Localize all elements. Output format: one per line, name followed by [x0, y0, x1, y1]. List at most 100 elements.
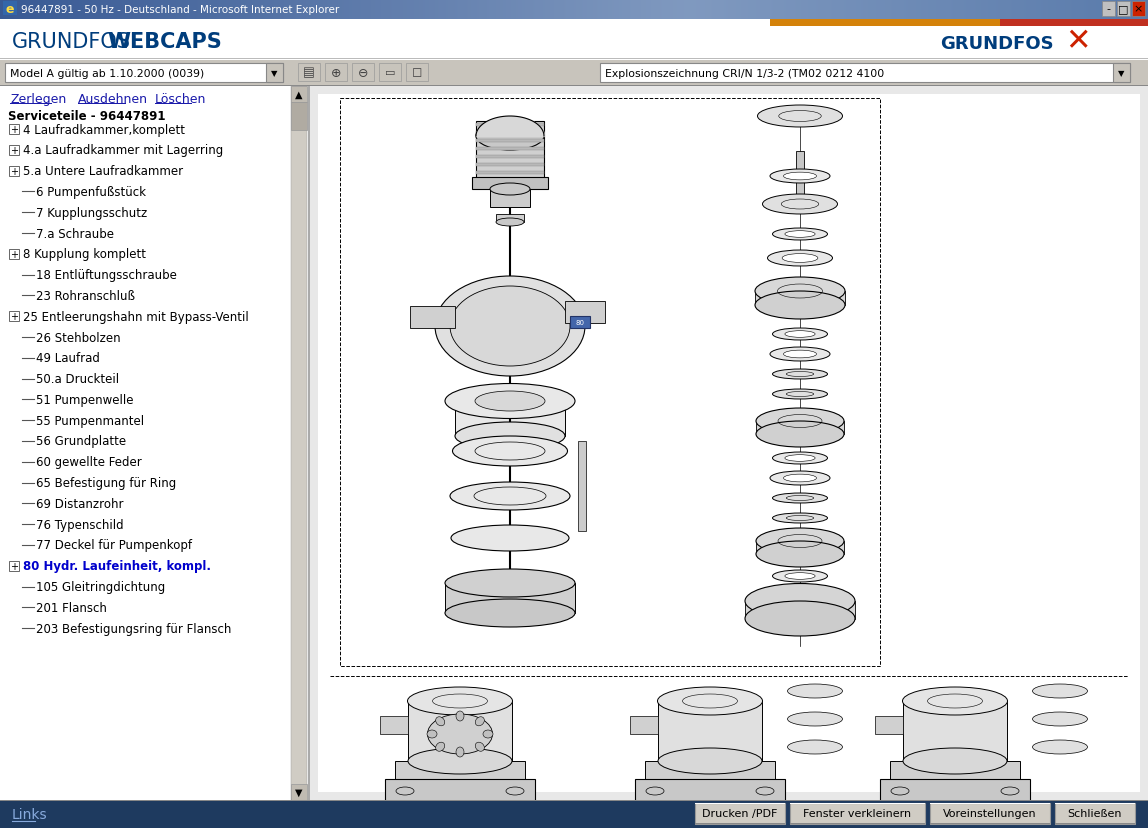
Bar: [695, 803, 785, 824]
Bar: [1055, 823, 1135, 824]
Ellipse shape: [768, 251, 832, 267]
Ellipse shape: [770, 170, 830, 184]
Text: Zerlegen: Zerlegen: [10, 93, 67, 105]
Text: ◻: ◻: [412, 66, 422, 79]
Bar: [410, 306, 455, 329]
Ellipse shape: [757, 542, 844, 567]
Bar: [0, 20, 1148, 60]
Ellipse shape: [755, 291, 845, 320]
Text: ✕: ✕: [1065, 27, 1091, 56]
Ellipse shape: [1032, 712, 1087, 726]
Text: Fenster verkleinern: Fenster verkleinern: [804, 808, 912, 819]
Ellipse shape: [770, 348, 830, 362]
Ellipse shape: [902, 687, 1008, 715]
Text: 60 gewellte Feder: 60 gewellte Feder: [36, 455, 141, 469]
Ellipse shape: [450, 286, 571, 367]
Bar: [408, 701, 512, 761]
Bar: [796, 152, 804, 197]
Text: 80 Hydr. Laufeinheit, kompl.: 80 Hydr. Laufeinheit, kompl.: [23, 560, 211, 573]
Text: e: e: [6, 2, 14, 16]
Ellipse shape: [452, 436, 567, 466]
Ellipse shape: [773, 389, 828, 400]
Ellipse shape: [455, 422, 565, 450]
Text: 49 Laufrad: 49 Laufrad: [36, 352, 100, 365]
Bar: [1114, 64, 1130, 83]
Text: 203 Befestigungsring für Flansch: 203 Befestigungsring für Flansch: [36, 622, 232, 635]
Bar: [290, 87, 307, 103]
Bar: [695, 803, 785, 804]
Ellipse shape: [475, 743, 484, 751]
Bar: [757, 421, 844, 435]
Ellipse shape: [456, 711, 464, 721]
Text: 25 Entleerungshahn mit Bypass-Ventil: 25 Entleerungshahn mit Bypass-Ventil: [23, 310, 249, 323]
Text: ▼: ▼: [271, 69, 278, 78]
Text: 26 Stehbolzen: 26 Stehbolzen: [36, 331, 121, 344]
Ellipse shape: [658, 748, 762, 774]
Text: Drucken /PDF: Drucken /PDF: [703, 808, 777, 819]
Bar: [496, 214, 523, 223]
Bar: [310, 87, 1148, 800]
Ellipse shape: [770, 471, 830, 485]
Bar: [1102, 2, 1115, 17]
Bar: [600, 64, 1130, 83]
Text: 105 Gleitringdichtung: 105 Gleitringdichtung: [36, 580, 165, 594]
Text: +: +: [10, 561, 18, 571]
Bar: [790, 803, 925, 804]
Bar: [1000, 20, 1148, 27]
Bar: [9, 312, 20, 322]
Bar: [930, 823, 1050, 824]
Ellipse shape: [788, 740, 843, 754]
Text: 8 Kupplung komplett: 8 Kupplung komplett: [23, 248, 146, 261]
Bar: [490, 190, 530, 208]
Ellipse shape: [496, 219, 523, 227]
Ellipse shape: [1032, 684, 1087, 698]
Ellipse shape: [757, 408, 844, 435]
Ellipse shape: [445, 599, 575, 628]
Bar: [290, 784, 307, 800]
Ellipse shape: [658, 687, 762, 715]
Text: +: +: [10, 312, 18, 322]
Bar: [9, 561, 20, 571]
Bar: [476, 140, 544, 142]
Bar: [930, 803, 1050, 824]
Text: 7 Kupplungsschutz: 7 Kupplungsschutz: [36, 206, 147, 219]
Ellipse shape: [785, 573, 815, 580]
Ellipse shape: [408, 687, 512, 715]
Bar: [658, 701, 762, 761]
Ellipse shape: [445, 384, 575, 419]
Text: ▤: ▤: [303, 66, 315, 79]
Ellipse shape: [436, 717, 444, 726]
Ellipse shape: [773, 229, 828, 241]
Ellipse shape: [456, 747, 464, 757]
Ellipse shape: [745, 584, 855, 619]
Bar: [0, 800, 1148, 801]
Ellipse shape: [773, 452, 828, 465]
Bar: [379, 64, 401, 82]
Text: ⊖: ⊖: [358, 66, 369, 79]
Ellipse shape: [773, 329, 828, 340]
Bar: [472, 178, 548, 190]
Text: WEBCAPS: WEBCAPS: [107, 32, 222, 52]
Text: 69 Distanzrohr: 69 Distanzrohr: [36, 498, 124, 510]
Bar: [352, 64, 374, 82]
Bar: [755, 291, 845, 306]
Bar: [3, 2, 17, 16]
Bar: [445, 583, 575, 614]
Ellipse shape: [436, 743, 444, 751]
Text: 7.a Schraube: 7.a Schraube: [36, 227, 114, 240]
Text: Links: Links: [11, 807, 47, 821]
Text: ▲: ▲: [295, 90, 303, 100]
Text: Serviceteile - 96447891: Serviceteile - 96447891: [8, 109, 165, 123]
Bar: [757, 542, 844, 554]
Text: 76 Typenschild: 76 Typenschild: [36, 518, 124, 531]
Bar: [325, 64, 347, 82]
Text: +: +: [10, 146, 18, 156]
Bar: [645, 761, 775, 779]
Text: Löschen: Löschen: [155, 93, 207, 105]
Bar: [9, 146, 20, 156]
Ellipse shape: [475, 392, 545, 412]
Text: Voreinstellungen: Voreinstellungen: [944, 808, 1037, 819]
Ellipse shape: [757, 421, 844, 447]
Text: +: +: [10, 249, 18, 259]
Ellipse shape: [903, 748, 1007, 774]
